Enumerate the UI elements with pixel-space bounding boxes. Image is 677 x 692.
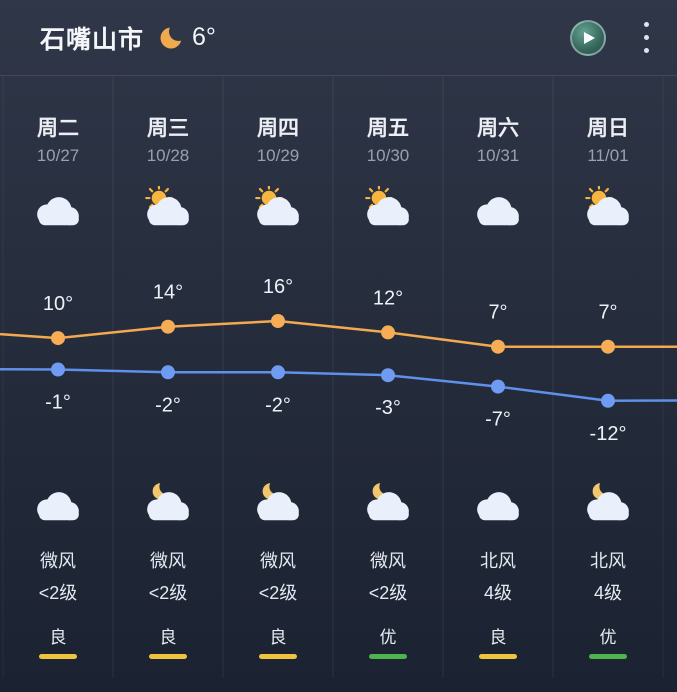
kebab-menu-icon[interactable] [638, 16, 655, 59]
aqi-label: 良 [49, 628, 67, 647]
aqi-indicator-bar [39, 654, 77, 659]
date-label: 10/29 [256, 146, 300, 165]
date-label: 10/30 [366, 146, 410, 165]
date-label: 10/31 [476, 146, 520, 165]
date-label: 10/27 [36, 146, 80, 165]
day-weather-icon [113, 180, 223, 236]
play-icon [584, 31, 595, 44]
crescent-moon-icon [158, 24, 186, 52]
city-name: 石嘴山市 [40, 25, 145, 54]
aqi-label: 良 [159, 628, 177, 647]
weekday-label: 周四 [257, 117, 299, 140]
date-label: 10/28 [146, 146, 190, 165]
weekday-label: 周六 [477, 117, 519, 140]
night-weather-icon [223, 475, 333, 531]
day-weather-icon [223, 180, 333, 236]
forecast-columns: 周二 10/27 微风 <2级 良 周三 10/28 微风 <2级 [3, 76, 663, 692]
weekday-label: 周日 [587, 117, 629, 140]
wind-level: <2级 [258, 583, 298, 603]
wind-direction: 微风 [370, 551, 406, 571]
weekday-label: 周二 [37, 117, 79, 140]
weekday-label: 周三 [147, 117, 189, 140]
current-temperature: 6° [192, 23, 216, 51]
night-weather-icon [333, 475, 443, 531]
aqi-label: 优 [379, 628, 397, 647]
wind-level: <2级 [148, 583, 188, 603]
aqi-indicator-bar [479, 654, 517, 659]
wind-direction: 微风 [40, 551, 76, 571]
night-weather-icon [553, 475, 663, 531]
aqi-label: 优 [599, 628, 617, 647]
aqi-indicator-bar [149, 654, 187, 659]
wind-direction: 微风 [150, 551, 186, 571]
night-weather-icon [443, 475, 553, 531]
forecast-column[interactable]: 周二 10/27 微风 <2级 良 [3, 76, 113, 692]
forecast-column[interactable]: 周日 11/01 北风 4级 优 [553, 76, 663, 692]
day-weather-icon [3, 180, 113, 236]
forecast-panel: 10° 14° 16° 12° 7° 7° -1° -2° -2° -3° -7° -12° 周二 1… [0, 76, 677, 692]
wind-level: 4级 [593, 583, 622, 603]
wind-direction: 微风 [260, 551, 296, 571]
aqi-label: 良 [269, 628, 287, 647]
day-weather-icon [443, 180, 553, 236]
aqi-indicator-bar [369, 654, 407, 659]
aqi-indicator-bar [259, 654, 297, 659]
wind-level: <2级 [38, 583, 78, 603]
forecast-column[interactable]: 周六 10/31 北风 4级 良 [443, 76, 553, 692]
date-label: 11/01 [587, 146, 629, 165]
forecast-column[interactable]: 周四 10/29 微风 <2级 良 [223, 76, 333, 692]
night-weather-icon [113, 475, 223, 531]
night-weather-icon [3, 475, 113, 531]
forecast-column[interactable]: 周五 10/30 微风 <2级 优 [333, 76, 443, 692]
day-weather-icon [333, 180, 443, 236]
wind-level: 4级 [483, 583, 512, 603]
aqi-label: 良 [489, 628, 507, 647]
day-weather-icon [553, 180, 663, 236]
play-button[interactable] [570, 19, 606, 56]
wind-direction: 北风 [480, 551, 516, 571]
forecast-column[interactable]: 周三 10/28 微风 <2级 良 [113, 76, 223, 692]
wind-level: <2级 [368, 583, 408, 603]
wind-direction: 北风 [590, 551, 626, 571]
weekday-label: 周五 [367, 117, 409, 140]
aqi-indicator-bar [589, 654, 627, 659]
top-bar: 石嘴山市 6° [0, 0, 677, 76]
